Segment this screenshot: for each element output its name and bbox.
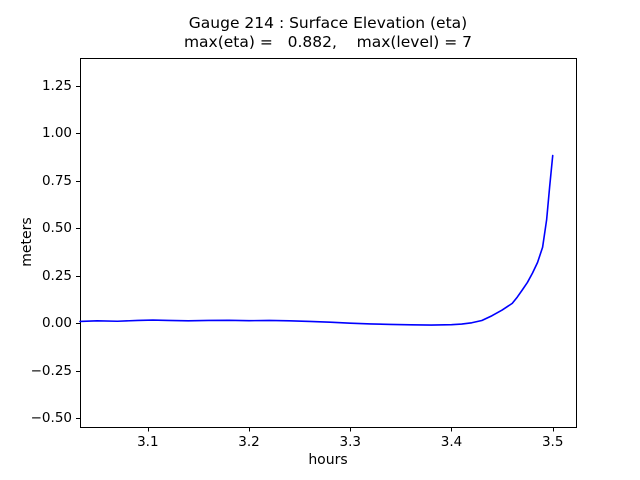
chart-title: Gauge 214 : Surface Elevation (eta) max(… [80,14,576,52]
x-tick-label: 3.4 [440,434,463,450]
x-tick-label: 3.3 [339,434,362,450]
x-tick-label: 3.1 [137,434,159,450]
chart-title-line1: Gauge 214 : Surface Elevation (eta) [188,14,468,32]
y-tick-label: −0.25 [30,362,72,379]
eta-line [79,154,554,326]
y-tick-label: 0.00 [41,315,72,332]
y-axis-label: meters [19,217,35,267]
y-tick-label: 0.25 [41,267,72,284]
y-tick-label: 1.00 [41,125,72,142]
x-axis-label: hours [308,452,348,468]
x-tick-label: 3.5 [541,434,564,450]
y-tick-label: 0.50 [41,220,72,237]
y-tick-label: 0.75 [41,172,72,189]
y-tick-label: 1.25 [41,77,72,94]
plot-frame [80,58,577,428]
x-tick-label: 3.2 [238,434,260,450]
chart-title-line2: max(eta) = 0.882, max(level) = 7 [183,33,473,51]
y-tick-label: −0.50 [30,410,72,427]
